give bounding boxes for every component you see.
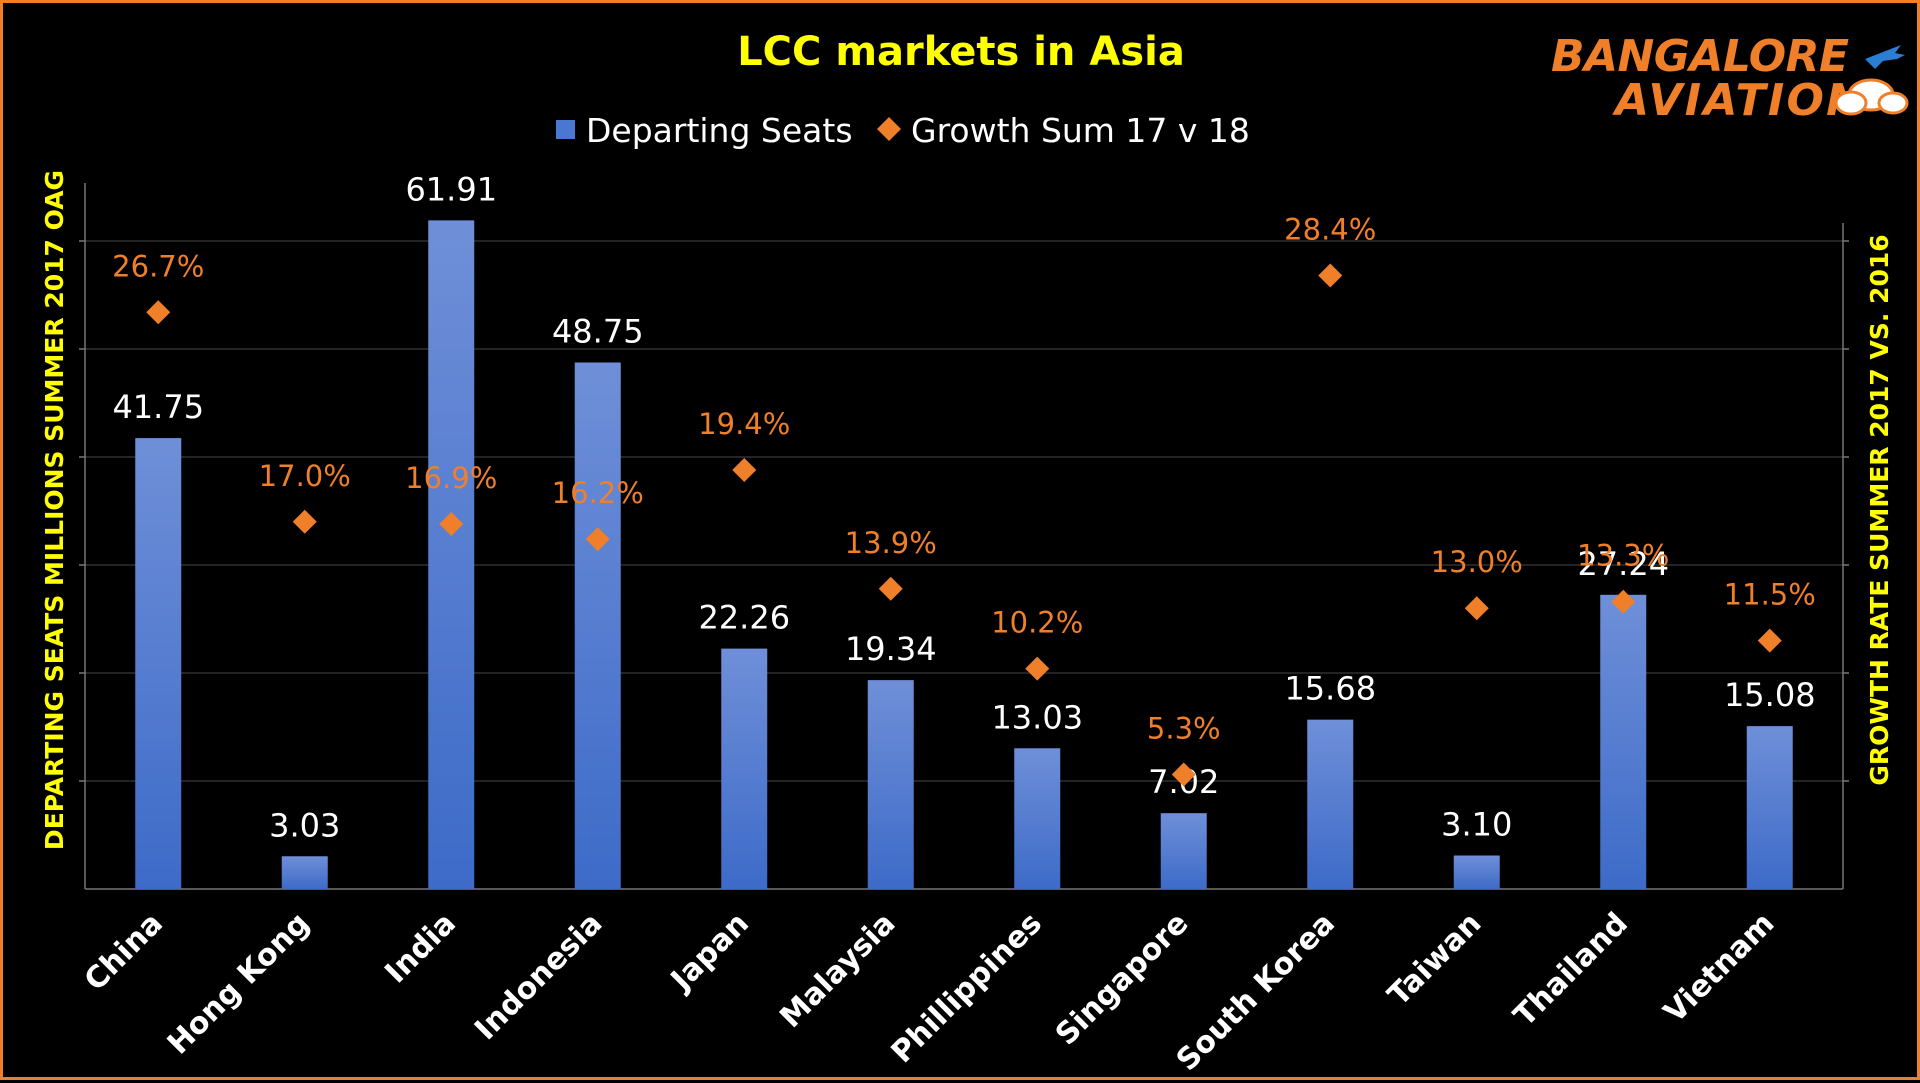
bar <box>1453 855 1500 889</box>
growth-marker <box>878 576 903 601</box>
gridlines <box>85 240 1843 782</box>
growth-value-label: 13.3% <box>1577 539 1669 573</box>
bar-value-label: 15.08 <box>1724 676 1816 714</box>
growth-marker <box>585 527 610 552</box>
bar-value-label: 61.91 <box>405 170 497 208</box>
growth-value-label: 10.2% <box>991 606 1083 640</box>
bar <box>135 438 182 889</box>
x-tick-label: China <box>78 906 170 998</box>
growth-value-label: 13.9% <box>845 526 937 560</box>
bar-value-label: 3.10 <box>1441 806 1512 844</box>
chart: LCC markets in Asia BANGALORE AVIATION D… <box>40 29 1909 1078</box>
legend: Departing Seats Growth Sum 17 v 18 <box>556 111 1250 150</box>
y-axis-title: DEPARTING SEATS MILLIONS SUMMER 2017 OAG <box>40 170 69 850</box>
bar <box>1014 748 1061 889</box>
growth-value-label: 16.9% <box>405 461 497 495</box>
growth-value-label: 11.5% <box>1724 578 1816 612</box>
growth-marker <box>1171 762 1196 787</box>
x-tick-label: Hong Kong <box>161 906 317 1062</box>
bar <box>428 220 475 889</box>
growth-marker <box>1318 263 1343 288</box>
legend-label-departing-seats: Departing Seats <box>586 111 853 150</box>
growth-marker <box>1611 589 1636 614</box>
x-tick-label: Japan <box>663 906 756 999</box>
growth-marker <box>292 509 317 534</box>
growth-marker <box>146 300 171 325</box>
growth-marker <box>439 511 464 536</box>
bar-value-label: 27.24 <box>1577 545 1669 583</box>
bar-data-labels: 41.753.0361.9148.7522.2619.3413.037.0215… <box>112 170 1815 844</box>
airplane-cloud-icon <box>1834 45 1909 116</box>
bar-value-label: 22.26 <box>698 599 790 637</box>
x-tick-label: Vietnam <box>1657 906 1781 1030</box>
x-tick-label: India <box>378 906 463 991</box>
growth-marker <box>1464 596 1489 621</box>
growth-value-label: 28.4% <box>1284 213 1376 247</box>
logo-line-1: BANGALORE <box>1551 31 1849 82</box>
x-tick-label: Thailand <box>1507 906 1635 1034</box>
growth-value-label: 5.3% <box>1147 712 1221 746</box>
axes <box>79 183 1849 890</box>
legend-label-growth: Growth Sum 17 v 18 <box>911 111 1250 150</box>
bar <box>1746 726 1793 889</box>
x-tick-label: South Korea <box>1170 906 1342 1078</box>
logo-line-2: AVIATION <box>1612 75 1863 126</box>
growth-marker <box>732 457 757 482</box>
x-tick-label: Taiwan <box>1381 906 1488 1013</box>
x-tick-label: Phillippines <box>885 906 1049 1070</box>
growth-data-labels: 26.7% 17.0% 16.9% 16.2% 19.4% 13.9% 10.2% 5.3% 2… <box>112 213 1816 746</box>
bars <box>135 220 1793 889</box>
bar-value-label: 41.75 <box>112 388 204 426</box>
bar-value-label: 13.03 <box>991 698 1083 736</box>
x-tick-label: Singapore <box>1049 906 1196 1053</box>
bangalore-aviation-logo: BANGALORE AVIATION <box>1551 31 1909 126</box>
bar-value-label: 15.68 <box>1284 670 1376 708</box>
bar-value-label: 48.75 <box>552 313 644 351</box>
growth-value-label: 26.7% <box>112 249 204 283</box>
bar <box>1307 719 1354 889</box>
y2-axis-title: GROWTH RATE SUMMER 2017 VS. 2016 <box>1865 234 1894 785</box>
chart-title: LCC markets in Asia <box>737 29 1185 75</box>
x-tick-label: Malaysia <box>773 906 902 1035</box>
growth-value-label: 13.0% <box>1431 545 1523 579</box>
growth-value-label: 17.0% <box>259 459 351 493</box>
bar <box>574 362 621 889</box>
growth-value-label: 19.4% <box>698 407 790 441</box>
legend-swatch-growth <box>877 117 901 141</box>
growth-marker <box>1025 656 1050 681</box>
growth-value-label: 16.2% <box>552 476 644 510</box>
bar <box>1600 594 1647 889</box>
growth-markers <box>146 263 1782 787</box>
bar <box>1160 813 1207 889</box>
bar <box>281 856 328 889</box>
growth-marker <box>1757 628 1782 653</box>
legend-swatch-departing-seats <box>556 120 575 139</box>
bar <box>867 680 914 889</box>
bar-value-label: 3.03 <box>269 806 340 844</box>
bar <box>721 648 768 889</box>
x-tick-label: Indonesia <box>468 906 609 1047</box>
bar-value-label: 19.34 <box>845 630 937 668</box>
